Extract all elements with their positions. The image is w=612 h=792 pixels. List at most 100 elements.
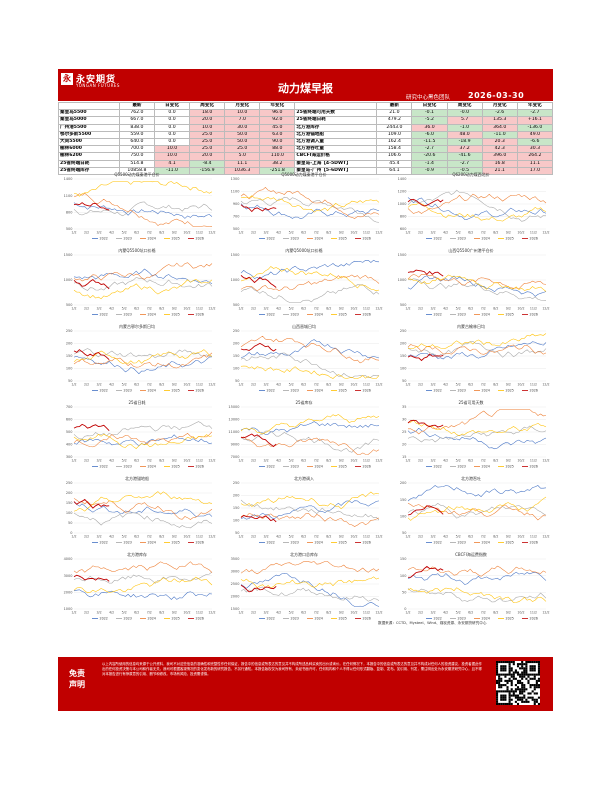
x-tick-label: 2/2 — [418, 307, 423, 311]
x-tick-label: 6/2 — [301, 459, 306, 463]
qr-module — [523, 686, 526, 689]
x-tick-label: 12/2 — [542, 535, 549, 539]
x-tick-label: 2/2 — [251, 307, 256, 311]
series-line-2024 — [73, 352, 213, 369]
x-tick-label: 7/2 — [481, 231, 486, 235]
y-tick-label: 3000 — [231, 570, 240, 574]
chart-title: 内蒙古榆林日均 — [457, 324, 485, 329]
qr-module — [537, 686, 540, 689]
qr-module — [496, 669, 499, 672]
qr-module — [537, 663, 540, 666]
series-line-2026 — [407, 565, 444, 578]
qr-module — [502, 661, 505, 664]
qr-module — [535, 679, 538, 682]
qr-module — [512, 673, 515, 676]
x-tick-label: 8/2 — [159, 535, 164, 539]
y-tick-label: 1400 — [64, 177, 73, 181]
x-tick-label: 6/2 — [134, 611, 139, 615]
qr-module — [523, 696, 526, 699]
qr-module — [512, 690, 515, 693]
x-tick-label: 7/2 — [147, 307, 152, 311]
qr-module — [537, 669, 540, 672]
qr-module — [508, 700, 511, 703]
x-tick-label: 4/2 — [109, 307, 114, 311]
x-tick-label: 8/2 — [326, 307, 331, 311]
series-line-2022 — [73, 589, 213, 600]
qr-module — [529, 665, 532, 668]
qr-module — [535, 661, 538, 664]
legend-label: 2023 — [458, 465, 466, 469]
qr-module — [510, 694, 513, 697]
chart: 内蒙Q5000坑口价格 1500 1000 500 1/2 2/2 3/2 4/2 5/2 6/2… — [225, 248, 383, 324]
qr-module — [502, 690, 505, 693]
x-tick-label: 2/2 — [84, 231, 89, 235]
table-cell: 49.0 — [516, 130, 554, 139]
chart: 25省可用天数 35 30 25 20 15 1/2 2/2 3/2 4/2 5/2 6/2 7/2 8/… — [392, 400, 550, 476]
chart: 内蒙古榆林日均 250 200 150 100 50 1/2 2/2 3/2 4/2 5/2 6/2 7… — [392, 324, 550, 400]
table-cell: 762.0 — [118, 109, 155, 118]
chart-title: Q6200动力煤西北价 — [452, 172, 490, 177]
x-tick-label: 6/2 — [468, 459, 473, 463]
qr-module — [533, 692, 536, 695]
research-team: 研究中心黑色团队 — [406, 95, 451, 101]
legend-label: 2024 — [482, 541, 490, 545]
qr-module — [508, 702, 511, 705]
qr-module — [537, 665, 540, 668]
legend-label: 2022 — [434, 313, 442, 317]
series-line-2026 — [73, 349, 110, 361]
table-cell: 110.0 — [259, 152, 296, 161]
x-tick-label: 2/2 — [84, 383, 89, 387]
legend-label: 2022 — [100, 237, 108, 241]
legend-label: 2026 — [363, 465, 371, 469]
logo-name: 永安期货 — [76, 75, 117, 85]
x-tick-label: 12/2 — [375, 611, 382, 615]
table-cell: 16.8 — [481, 159, 518, 168]
table-cell: 92.0 — [259, 116, 296, 125]
qr-module — [537, 661, 540, 664]
legend-label: 2023 — [458, 617, 466, 621]
series-line-2024 — [73, 561, 213, 574]
x-tick-label: 7/2 — [147, 231, 152, 235]
series-line-2023 — [73, 348, 213, 359]
table-cell: 5.7 — [446, 116, 483, 125]
qr-module — [537, 702, 540, 705]
qr-module — [504, 665, 507, 668]
row-label: 北方港锚地船 — [294, 130, 378, 139]
series-line-2022 — [407, 427, 547, 450]
qr-module — [531, 696, 534, 699]
x-tick-label: 6/2 — [468, 231, 473, 235]
qr-module — [498, 675, 501, 678]
legend-label: 2025 — [339, 237, 347, 241]
y-tick-label: 1000 — [64, 278, 73, 282]
x-tick-label: 1/2 — [71, 383, 76, 387]
x-tick-label: 4/2 — [443, 383, 448, 387]
y-tick-label: 100 — [400, 367, 407, 371]
x-tick-label: 9/2 — [506, 383, 511, 387]
legend-label: 2024 — [148, 313, 156, 317]
table-row: 榆林6000 700.0 10.0 25.0 25.0 88.0 北方港吞吐量 158.4 -2… — [58, 145, 554, 154]
qr-module — [514, 684, 517, 687]
qr-module — [537, 667, 540, 670]
legend-label: 2026 — [530, 313, 538, 317]
x-tick-label: 2/2 — [418, 459, 423, 463]
report-date: 2026-03-30 — [468, 91, 525, 100]
x-tick-label: 9/2 — [506, 307, 511, 311]
x-tick-label: 6/2 — [468, 307, 473, 311]
x-tick-label: 5/2 — [456, 383, 461, 387]
qr-module — [506, 679, 509, 682]
x-tick-label: 1/2 — [71, 535, 76, 539]
legend-label: 2022 — [267, 389, 275, 393]
qr-module — [516, 696, 520, 699]
qr-module — [500, 679, 503, 682]
x-tick-label: 8/2 — [159, 307, 164, 311]
logo-name-en: YONGAN FUTURES — [76, 83, 120, 88]
row-label: 25省终端日耗 — [294, 116, 378, 125]
x-tick-label: 9/2 — [339, 231, 344, 235]
qr-module — [508, 692, 511, 695]
qr-code-icon[interactable] — [496, 661, 540, 705]
table-cell: -2.7 — [516, 109, 554, 118]
x-tick-label: 11/2 — [530, 459, 537, 463]
legend-label: 2025 — [506, 237, 514, 241]
x-tick-label: 7/2 — [314, 459, 319, 463]
